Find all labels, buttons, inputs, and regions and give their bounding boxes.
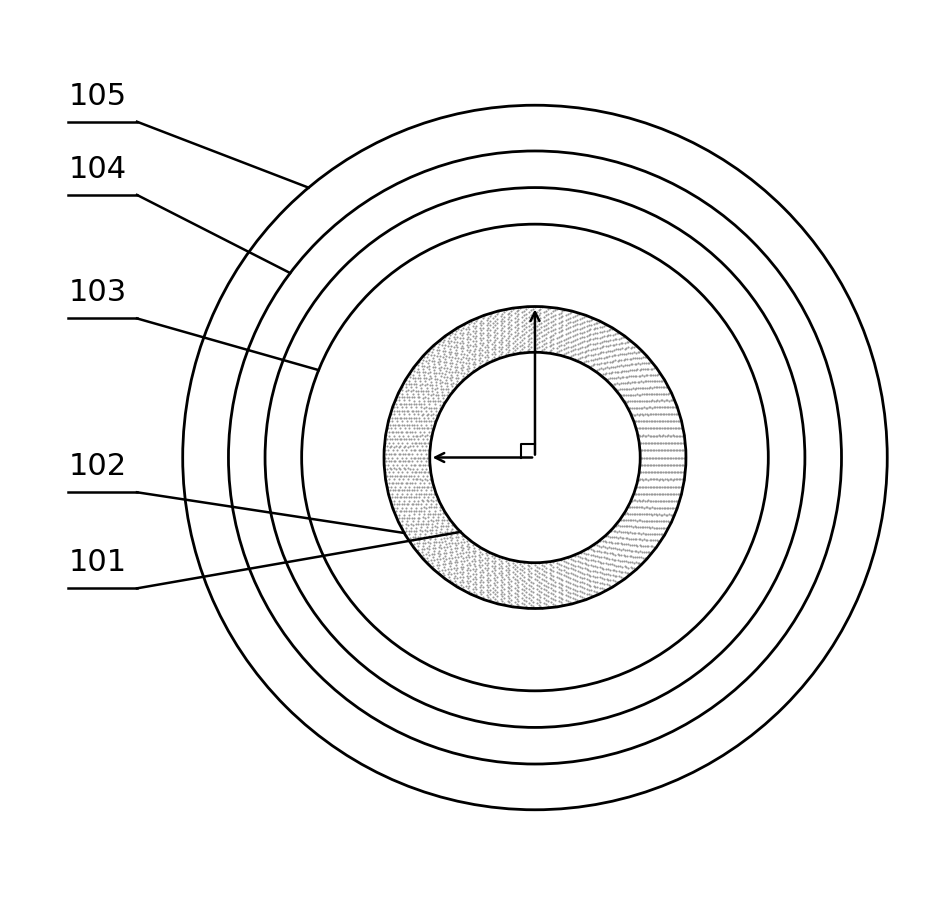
Circle shape: [430, 352, 640, 563]
Circle shape: [301, 224, 768, 691]
Text: 104: 104: [68, 155, 126, 184]
Circle shape: [183, 105, 887, 810]
Text: 102: 102: [68, 452, 126, 481]
Text: 103: 103: [68, 278, 126, 307]
Circle shape: [228, 151, 842, 764]
Text: 101: 101: [68, 548, 126, 577]
Text: 105: 105: [68, 81, 126, 111]
Circle shape: [265, 188, 805, 727]
